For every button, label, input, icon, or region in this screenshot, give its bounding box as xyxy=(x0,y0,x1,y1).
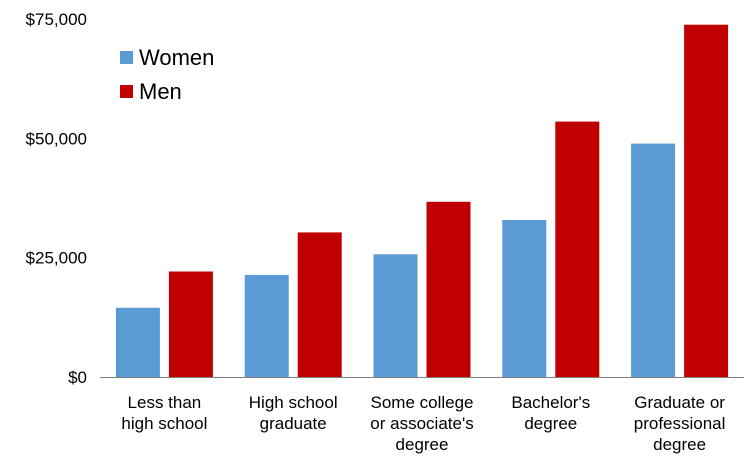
bar-men-2 xyxy=(297,232,342,377)
bar-men-4 xyxy=(555,121,600,377)
bar-men-5 xyxy=(684,24,729,377)
bar-women-3 xyxy=(373,254,418,377)
x-category-label-line: High school xyxy=(249,393,338,412)
x-category-label: Bachelor's degree xyxy=(511,393,590,433)
bar-women-2 xyxy=(244,274,289,377)
y-tick-label: $75,000 xyxy=(26,10,87,29)
x-category-label-line: professional xyxy=(634,414,726,433)
x-category-label-line: Some college xyxy=(370,393,473,412)
legend-label-men: Men xyxy=(139,79,182,104)
x-category-label-line: degree xyxy=(524,414,577,433)
y-tick-label: $0 xyxy=(68,368,87,387)
bar-women-5 xyxy=(631,143,676,377)
y-axis-ticks: $0 $25,000 $50,000 $75,000 xyxy=(26,10,87,387)
y-tick-label: $25,000 xyxy=(26,249,87,268)
x-category-label-line: high school xyxy=(121,414,207,433)
bars xyxy=(115,24,729,377)
y-tick-label: $50,000 xyxy=(26,129,87,148)
x-category-label: Some college or associate's degree xyxy=(370,393,473,454)
x-category-label-line: Less than xyxy=(128,393,202,412)
x-category-label-line: Graduate or xyxy=(634,393,725,412)
x-category-label-line: graduate xyxy=(260,414,327,433)
x-axis-category-labels: Less than high school High school graduate S… xyxy=(121,393,725,454)
x-category-label-line: degree xyxy=(396,435,449,454)
x-category-label: Less than high school xyxy=(121,393,207,433)
legend-label-women: Women xyxy=(139,45,214,70)
legend-swatch-men xyxy=(120,85,133,98)
x-category-label-line: Bachelor's xyxy=(511,393,590,412)
x-category-label-line: or associate's xyxy=(370,414,473,433)
x-category-label: Graduate or professional degree xyxy=(634,393,726,454)
bar-women-4 xyxy=(502,220,547,377)
bar-women-1 xyxy=(115,307,160,377)
legend: Women Men xyxy=(120,45,214,104)
x-category-label: High school graduate xyxy=(249,393,338,433)
bar-men-3 xyxy=(426,201,471,377)
legend-swatch-women xyxy=(120,51,133,64)
bar-men-1 xyxy=(168,271,213,377)
x-category-label-line: degree xyxy=(653,435,706,454)
